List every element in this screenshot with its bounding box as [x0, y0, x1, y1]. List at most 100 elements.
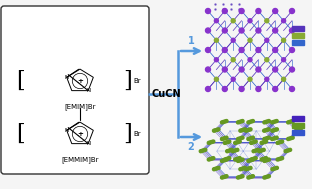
Circle shape	[264, 176, 267, 179]
Circle shape	[221, 176, 223, 179]
Circle shape	[206, 9, 211, 13]
Circle shape	[237, 140, 240, 143]
Circle shape	[239, 47, 244, 53]
Circle shape	[242, 128, 245, 131]
Circle shape	[240, 175, 242, 178]
Circle shape	[239, 129, 242, 132]
Circle shape	[233, 149, 236, 152]
Bar	[292, 116, 304, 121]
Circle shape	[248, 120, 251, 123]
Circle shape	[279, 140, 282, 143]
Circle shape	[217, 128, 220, 131]
Circle shape	[247, 160, 250, 162]
Circle shape	[249, 166, 252, 169]
Circle shape	[238, 120, 241, 123]
Bar	[292, 123, 304, 128]
Circle shape	[261, 149, 264, 152]
Circle shape	[222, 159, 225, 162]
Circle shape	[275, 136, 278, 139]
Circle shape	[271, 121, 274, 124]
Circle shape	[255, 149, 258, 152]
Circle shape	[229, 149, 232, 152]
Circle shape	[282, 77, 285, 81]
Circle shape	[265, 38, 269, 42]
Circle shape	[278, 158, 280, 161]
Circle shape	[207, 141, 210, 144]
Circle shape	[263, 129, 266, 132]
Text: Br: Br	[133, 78, 141, 84]
Circle shape	[256, 67, 261, 72]
Circle shape	[235, 158, 238, 161]
Circle shape	[223, 120, 227, 123]
Circle shape	[290, 120, 293, 123]
Circle shape	[247, 176, 250, 179]
Bar	[292, 40, 304, 45]
Circle shape	[214, 38, 218, 42]
Circle shape	[260, 141, 263, 144]
Circle shape	[202, 149, 205, 152]
Circle shape	[267, 119, 271, 122]
Circle shape	[287, 149, 290, 152]
Circle shape	[217, 166, 220, 169]
Circle shape	[291, 136, 294, 139]
Circle shape	[290, 67, 295, 72]
Circle shape	[251, 175, 254, 178]
Circle shape	[221, 160, 223, 162]
Circle shape	[234, 158, 237, 161]
Circle shape	[296, 129, 299, 132]
Circle shape	[263, 160, 266, 162]
Circle shape	[225, 141, 228, 144]
Circle shape	[263, 138, 266, 140]
Circle shape	[241, 175, 244, 178]
Circle shape	[235, 141, 238, 144]
Circle shape	[239, 87, 244, 91]
Circle shape	[250, 159, 253, 162]
Circle shape	[251, 158, 254, 161]
Circle shape	[248, 38, 252, 42]
Circle shape	[251, 136, 254, 139]
Circle shape	[241, 167, 243, 170]
Text: CuCN: CuCN	[151, 89, 181, 99]
Circle shape	[275, 166, 278, 169]
Circle shape	[237, 157, 240, 160]
Circle shape	[261, 158, 265, 161]
Circle shape	[274, 120, 277, 123]
Circle shape	[250, 120, 253, 123]
Circle shape	[226, 150, 229, 153]
Circle shape	[226, 140, 229, 143]
Circle shape	[272, 120, 275, 123]
Circle shape	[206, 28, 211, 33]
Circle shape	[264, 120, 267, 123]
Circle shape	[231, 19, 235, 23]
Circle shape	[266, 137, 269, 140]
Text: 2: 2	[188, 142, 194, 152]
Circle shape	[271, 138, 274, 140]
Circle shape	[263, 121, 266, 124]
Circle shape	[214, 19, 218, 23]
Circle shape	[206, 87, 211, 91]
Circle shape	[243, 128, 246, 131]
Text: ]: ]	[124, 70, 132, 92]
Circle shape	[265, 58, 269, 62]
Circle shape	[214, 58, 218, 62]
Circle shape	[228, 157, 231, 160]
Circle shape	[290, 47, 295, 53]
Circle shape	[236, 176, 240, 179]
Circle shape	[256, 87, 261, 91]
Circle shape	[267, 128, 270, 131]
Circle shape	[230, 148, 233, 151]
Circle shape	[239, 9, 244, 13]
Circle shape	[206, 67, 211, 72]
Circle shape	[231, 77, 235, 81]
Circle shape	[258, 150, 261, 153]
Circle shape	[288, 137, 291, 140]
Circle shape	[240, 137, 242, 140]
Circle shape	[267, 158, 271, 161]
Circle shape	[243, 166, 246, 169]
Circle shape	[227, 149, 230, 152]
Text: ]: ]	[124, 123, 132, 145]
Circle shape	[282, 19, 285, 23]
Circle shape	[222, 9, 227, 13]
Circle shape	[238, 137, 241, 140]
Circle shape	[290, 137, 293, 140]
